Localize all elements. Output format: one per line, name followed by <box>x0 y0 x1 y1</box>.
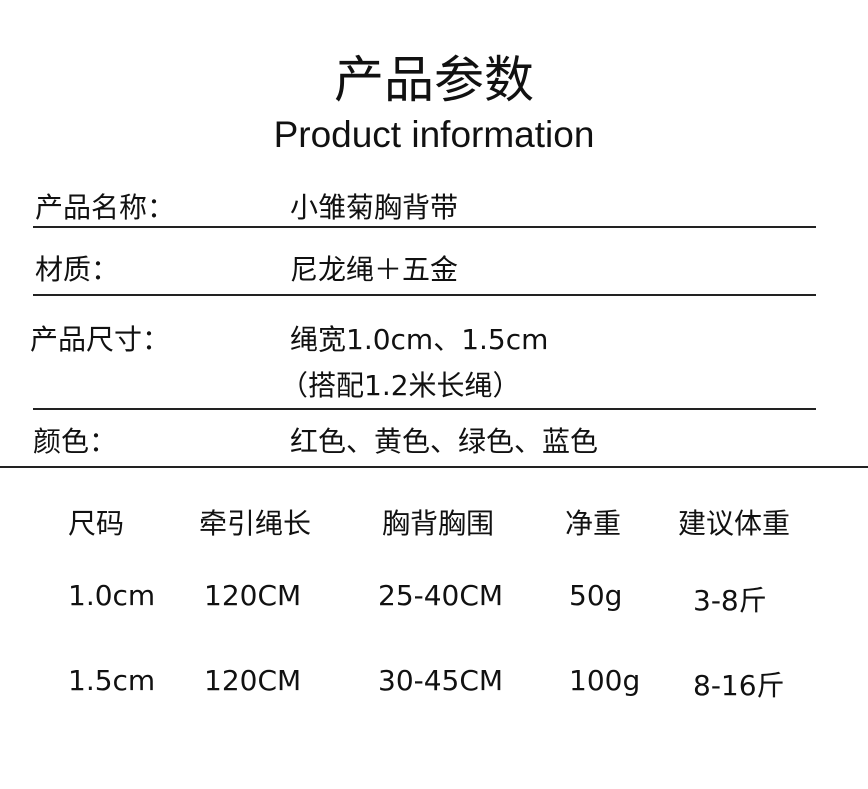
label-size: 产品尺寸： <box>30 323 171 356</box>
page-title: 产品参数 <box>334 51 534 109</box>
table-header: 牵引绳长 <box>199 507 312 540</box>
value-product-name: 小雏菊胸背带 <box>290 191 459 224</box>
table-cell: 1.0cm <box>68 579 156 612</box>
value-size: 绳宽1.0cm、1.5cm <box>290 323 549 356</box>
label-color: 颜色： <box>33 425 118 458</box>
value-size-note: （搭配1.2米长绳） <box>280 369 521 402</box>
value-color: 红色、黄色、绿色、蓝色 <box>290 425 599 458</box>
table-cell: 50g <box>569 579 623 612</box>
divider <box>33 408 816 410</box>
value-material: 尼龙绳＋五金 <box>290 253 459 286</box>
table-cell: 25-40CM <box>378 579 504 612</box>
table-header: 建议体重 <box>678 507 791 540</box>
divider <box>33 294 816 296</box>
divider <box>33 226 816 228</box>
table-cell: 8-16斤 <box>693 669 785 702</box>
table-header: 胸背胸围 <box>382 507 495 540</box>
table-header: 净重 <box>565 507 622 540</box>
section-divider <box>0 466 868 468</box>
label-product-name: 产品名称： <box>35 191 176 224</box>
table-cell: 120CM <box>204 579 302 612</box>
table-cell: 3-8斤 <box>693 584 767 617</box>
label-material: 材质： <box>35 253 120 286</box>
table-cell: 120CM <box>204 664 302 697</box>
page-subtitle: Product information <box>273 114 595 155</box>
table-cell: 100g <box>569 664 641 697</box>
table-cell: 1.5cm <box>68 664 156 697</box>
table-header: 尺码 <box>68 507 125 540</box>
table-cell: 30-45CM <box>378 664 504 697</box>
